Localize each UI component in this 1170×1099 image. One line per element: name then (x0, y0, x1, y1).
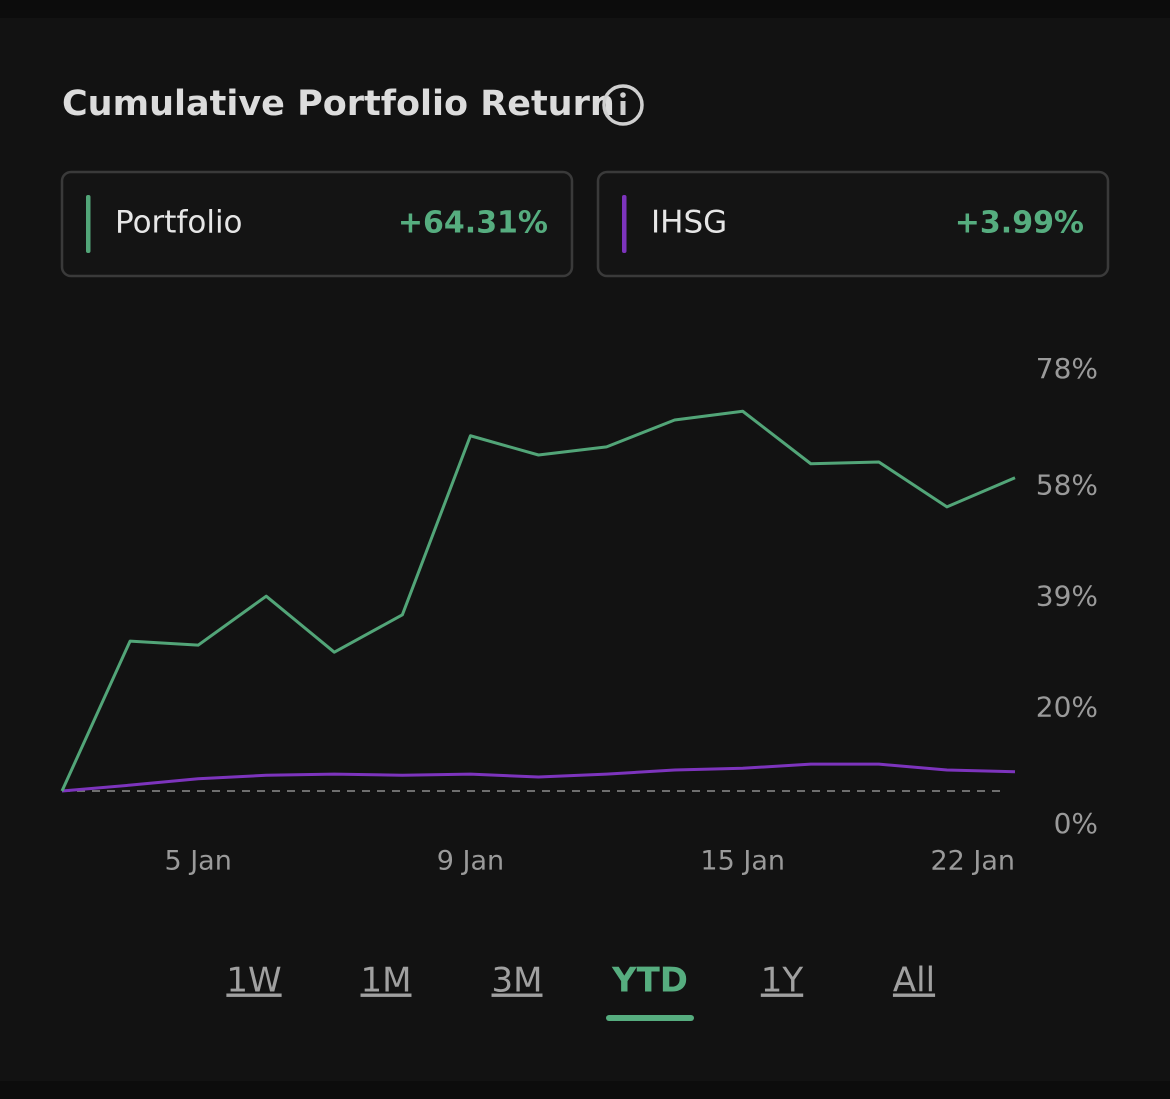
legend-swatch (622, 195, 627, 253)
y-tick-label: 39% (1036, 580, 1098, 613)
legend-swatch (86, 195, 91, 253)
period-label: 1W (226, 961, 281, 1001)
info-stem (620, 101, 626, 115)
period-button[interactable]: 1W (226, 961, 281, 1001)
period-button[interactable]: YTD (606, 961, 694, 1022)
period-label: 3M (492, 961, 543, 1001)
period-label: All (893, 961, 935, 1001)
legend-card (596, 170, 1110, 278)
period-label: YTD (611, 961, 688, 1001)
title: Cumulative Portfolio Return (62, 84, 615, 124)
series-line (60, 409, 1016, 792)
x-tick-label: 9 Jan (437, 846, 504, 877)
period-label: 1Y (761, 961, 804, 1001)
y-tick-label: 58% (1036, 469, 1098, 502)
x-tick-label: 22 Jan (930, 846, 1015, 877)
bottom-strip (0, 1081, 1170, 1099)
series-line (61, 762, 1016, 793)
period-button[interactable]: 3M (492, 961, 543, 1001)
period-indicator (606, 1015, 694, 1021)
period-label: 1M (361, 961, 412, 1001)
legend-card (60, 170, 574, 278)
period-button[interactable]: 1M (361, 961, 412, 1001)
legend-name: IHSG (651, 205, 727, 241)
x-tick-label: 15 Jan (700, 846, 785, 877)
period-button[interactable]: All (893, 961, 935, 1001)
legend-value: +3.99% (955, 206, 1084, 241)
info-icon[interactable] (602, 84, 644, 126)
y-tick-label: 20% (1036, 690, 1098, 723)
legend-value: +64.31% (398, 206, 548, 241)
period-button[interactable]: 1Y (761, 961, 804, 1001)
top-strip (0, 0, 1170, 18)
x-tick-label: 5 Jan (164, 846, 231, 877)
y-tick-label: 78% (1036, 352, 1098, 385)
legend-name: Portfolio (115, 205, 243, 241)
y-tick-label: 0% (1054, 807, 1098, 840)
info-circle (602, 84, 644, 126)
info-dot (620, 92, 626, 98)
